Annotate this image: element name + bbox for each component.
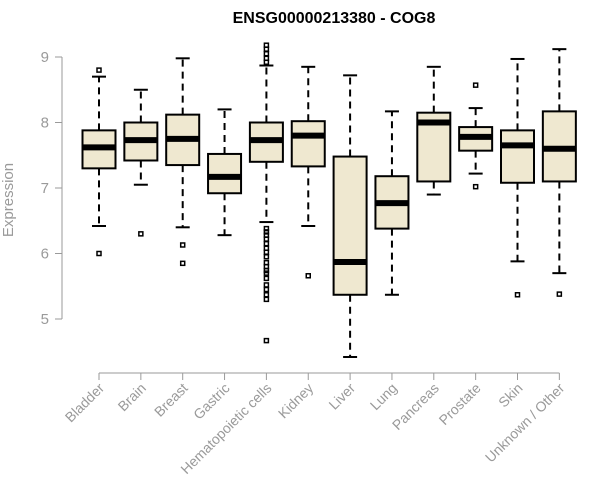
box-group [81,67,117,257]
box-group [290,65,326,279]
y-tick-label: 5 [41,311,49,328]
x-tick-label: Bladder [62,380,108,426]
x-tick-label: Prostate [436,380,484,428]
box-group [165,57,201,267]
outlier-point [263,240,270,247]
y-tick-label: 8 [41,115,49,132]
y-axis: 5 6 7 8 9 [41,49,63,328]
outlier-point [263,59,270,65]
x-tick-label: Kidney [275,380,317,422]
box-group [374,110,410,296]
outlier-point [472,183,479,190]
outlier-point [138,231,144,237]
outlier-point [263,282,270,288]
outlier-point [305,273,311,279]
y-tick-label: 6 [41,246,49,263]
box-group [500,57,535,298]
outlier-point [263,236,270,242]
boxes-layer [81,42,577,358]
y-axis-label: Expression [0,163,17,237]
x-tick-label: Lung [367,380,400,413]
outlier-point [263,249,270,255]
outlier-point [263,254,270,260]
box-group [458,82,494,190]
outlier-point [556,291,563,297]
outlier-point [472,82,479,88]
box-group [416,65,452,196]
box-iqr [207,152,243,195]
outlier-point [179,242,186,248]
x-tick-label: Liver [325,380,358,413]
box-group [541,48,577,297]
x-tick-label: Breast [151,380,191,420]
outlier-point [263,46,270,52]
outlier-point [263,296,270,303]
outlier-point [263,292,270,298]
outlier-point [96,250,102,257]
box-iqr [500,129,535,184]
outlier-point [263,270,270,276]
outlier-point [514,292,521,298]
outlier-point [179,260,186,267]
outlier-point [263,275,270,282]
y-tick-label: 7 [41,180,49,197]
box-iqr [290,120,326,168]
box-group [248,42,284,344]
box-group [207,108,243,237]
outlier-point [96,67,102,73]
x-tick-label: Unknown / Other [482,380,568,466]
outlier-point [263,286,270,293]
box-group [332,74,368,358]
x-tick-label: Brain [115,380,149,414]
box-iqr [332,155,368,296]
y-tick-label: 9 [41,49,49,66]
chart-title: ENSG00000213380 - COG8 [233,10,436,27]
box-group [123,88,159,237]
x-tick-label: Pancreas [389,380,442,433]
outlier-point [263,337,270,344]
outlier-point [263,50,270,57]
x-tick-label: Skin [495,380,526,411]
